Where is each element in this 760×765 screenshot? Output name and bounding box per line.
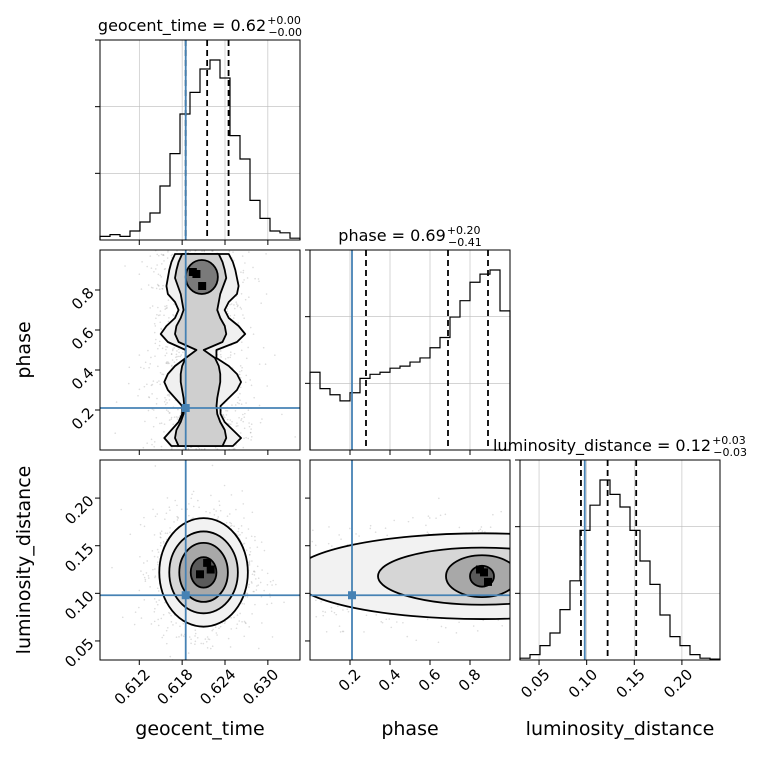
contour-0 <box>158 517 249 628</box>
panel-title-luminosity_distance: luminosity_distance = 0.12+0.03 −0.03 <box>493 434 747 459</box>
x-tick-label-phase: 0.6 <box>415 665 445 695</box>
title-value: phase = 0.69 <box>338 226 445 245</box>
y-tick-label-luminosity_distance: 0.15 <box>61 540 97 576</box>
density-peak-2 <box>206 565 215 574</box>
hist-panel-phase: phase = 0.69+0.20 −0.41 <box>305 224 511 451</box>
panel-title-phase: phase = 0.69+0.20 −0.41 <box>338 224 481 249</box>
truth-marker <box>181 404 190 412</box>
hist-panel-geocent_time: geocent_time = 0.62+0.00 −0.00 <box>95 14 302 241</box>
hist-panel-luminosity_distance: luminosity_distance = 0.12+0.03 −0.03 <box>493 434 747 661</box>
density-panel-geocent_time-luminosity_distance <box>99 459 301 661</box>
y-tick-label-phase: 0.8 <box>68 284 98 314</box>
x-tick-label-luminosity_distance: 0.15 <box>612 665 648 701</box>
contour-2 <box>445 554 510 599</box>
contour-1 <box>168 530 239 615</box>
density-panel-phase-luminosity_distance <box>309 459 511 661</box>
y-tick-label-luminosity_distance: 0.20 <box>61 492 97 528</box>
title-minus: −0.00 <box>268 26 302 39</box>
x-tick-label-geocent_time: 0.624 <box>196 665 239 708</box>
density-content <box>114 250 296 450</box>
title-plus: +0.20 <box>447 224 481 237</box>
density-content <box>310 497 510 644</box>
density-peak-1 <box>196 570 204 579</box>
title-value: geocent_time = 0.62 <box>98 16 266 36</box>
x-tick-label-luminosity_distance: 0.20 <box>660 665 696 701</box>
contour-2 <box>178 541 229 603</box>
x-tick-label-geocent_time: 0.618 <box>154 665 197 708</box>
contour-0 <box>310 532 510 620</box>
density-peak-1 <box>198 282 207 290</box>
y-tick-label-luminosity_distance: 0.10 <box>61 587 97 623</box>
panel-frame <box>99 249 301 451</box>
x-tick-label-phase: 0.4 <box>375 665 405 695</box>
x-axis-label-geocent_time: geocent_time <box>135 718 264 740</box>
panel-frame <box>309 249 511 451</box>
x-tick-label-luminosity_distance: 0.05 <box>517 665 553 701</box>
panel-background <box>310 250 510 450</box>
title-plus: +0.03 <box>712 434 746 447</box>
panel-background <box>520 460 720 660</box>
contour-1 <box>174 253 228 447</box>
histogram-step <box>519 479 721 660</box>
x-axis-label-phase: phase <box>381 718 438 740</box>
histogram-step <box>309 269 511 450</box>
truth-marker <box>348 591 356 600</box>
density-peak-2 <box>188 268 197 276</box>
y-tick-label-phase: 0.6 <box>68 324 98 354</box>
density-peak-1 <box>484 577 492 586</box>
x-tick-label-geocent_time: 0.612 <box>111 665 154 708</box>
contour-1 <box>377 546 510 606</box>
density-panel-geocent_time-phase <box>99 249 301 451</box>
panel-frame <box>99 459 301 661</box>
x-tick-label-luminosity_distance: 0.10 <box>565 665 601 701</box>
title-minus: −0.03 <box>713 446 747 459</box>
x-tick-label-phase: 0.8 <box>455 665 485 695</box>
panel-title-geocent_time: geocent_time = 0.62+0.00 −0.00 <box>98 14 302 39</box>
x-tick-label-geocent_time: 0.630 <box>239 665 282 708</box>
density-peak-2 <box>476 565 484 574</box>
y-axis-label-phase: phase <box>13 321 35 378</box>
title-plus: +0.00 <box>267 14 301 27</box>
contour-3 <box>189 556 218 589</box>
density-peak-0 <box>203 558 212 567</box>
panel-frame <box>99 39 301 241</box>
panel-frame <box>519 459 721 661</box>
y-tick-label-phase: 0.4 <box>68 364 98 394</box>
y-tick-label-phase: 0.2 <box>68 404 98 434</box>
panel-frame <box>309 459 511 661</box>
x-axis-label-luminosity_distance: luminosity_distance <box>526 718 715 740</box>
y-axis-label-luminosity_distance: luminosity_distance <box>13 466 35 655</box>
x-tick-label-phase: 0.2 <box>335 665 365 695</box>
y-tick-label-luminosity_distance: 0.05 <box>61 635 97 671</box>
title-value: luminosity_distance = 0.12 <box>493 436 711 456</box>
title-minus: −0.41 <box>448 236 482 249</box>
truth-marker <box>181 591 190 600</box>
histogram-step <box>99 59 301 240</box>
